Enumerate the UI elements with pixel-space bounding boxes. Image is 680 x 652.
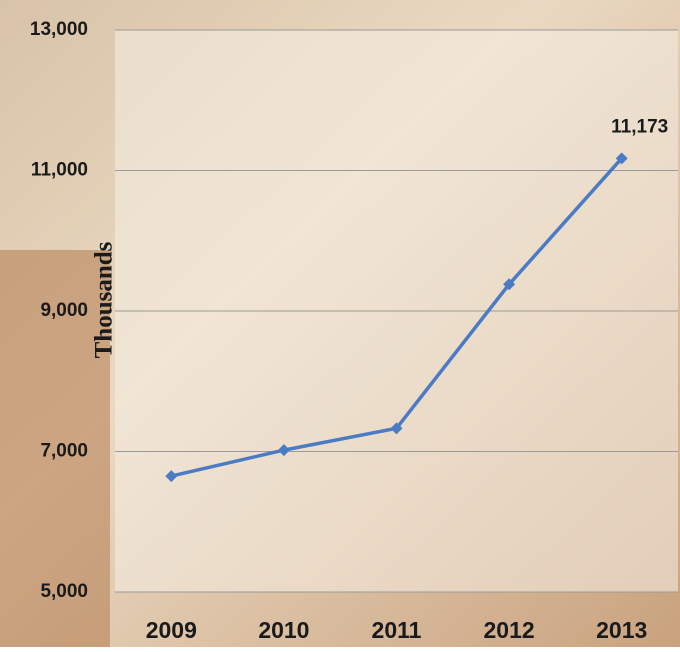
y-tick-label: 5,000 (40, 581, 88, 602)
data-label: 11,173 (611, 116, 668, 137)
y-tick-label: 13,000 (30, 19, 88, 40)
x-tick-label: 2013 (596, 617, 647, 643)
x-tick-label: 2009 (146, 617, 197, 643)
background-stairs (0, 250, 110, 647)
marker (277, 444, 290, 457)
x-tick-label: 2011 (372, 617, 422, 643)
marker (165, 470, 178, 483)
marker (503, 278, 516, 291)
x-tick-label: 2010 (258, 617, 309, 643)
y-tick-label: 11,000 (31, 160, 88, 181)
marker (615, 152, 628, 165)
y-axis-label: Thousands (91, 241, 118, 358)
x-tick-label: 2012 (484, 617, 535, 643)
marker (390, 422, 403, 435)
y-tick-label: 9,000 (40, 300, 88, 321)
y-tick-label: 7,000 (40, 441, 88, 462)
